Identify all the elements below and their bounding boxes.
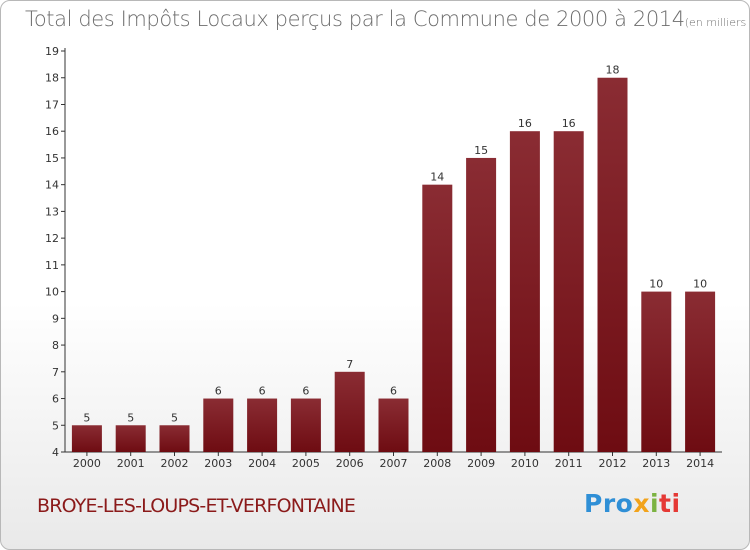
- x-tick-label: 2009: [467, 457, 495, 470]
- y-tick-label: 5: [52, 419, 59, 432]
- x-tick-label: 2013: [642, 457, 670, 470]
- y-tick-label: 6: [52, 393, 59, 406]
- y-tick-label: 8: [52, 339, 59, 352]
- bar-value-label: 6: [302, 385, 309, 398]
- y-tick-label: 7: [52, 366, 59, 379]
- x-tick-label: 2006: [336, 457, 364, 470]
- y-tick-label: 19: [45, 45, 59, 58]
- title-text: Total des Impôts Locaux perçus par la Co…: [25, 7, 685, 31]
- chart-title: Total des Impôts Locaux perçus par la Co…: [25, 7, 749, 31]
- bar-value-label: 5: [127, 411, 134, 424]
- bar-2012: [597, 77, 628, 452]
- bar-value-label: 18: [606, 64, 620, 77]
- logo-part-pro: Pro: [584, 489, 634, 518]
- x-tick-label: 2007: [380, 457, 408, 470]
- x-tick-label: 2014: [686, 457, 714, 470]
- bar-2013: [641, 291, 672, 452]
- bar-value-label: 10: [693, 278, 707, 291]
- y-tick-label: 9: [52, 312, 59, 325]
- bars: 5 5 5 6 6 6 7 6 14 15 16 16 18 10 10: [71, 64, 716, 452]
- bar-value-label: 14: [430, 171, 444, 184]
- bar-2009: [466, 157, 497, 452]
- y-tick-label: 10: [45, 286, 59, 299]
- bar-value-label: 10: [649, 278, 663, 291]
- bar-2005: [290, 398, 321, 452]
- bar-2014: [685, 291, 716, 452]
- x-tick-label: 2004: [248, 457, 276, 470]
- x-tick-label: 2005: [292, 457, 320, 470]
- bar-value-label: 6: [390, 385, 397, 398]
- x-tick-label: 2012: [599, 457, 627, 470]
- y-tick-label: 18: [45, 72, 59, 85]
- bar-2004: [247, 398, 278, 452]
- y-tick-label: 16: [45, 125, 59, 138]
- bar-2001: [115, 425, 146, 452]
- bar-value-label: 16: [562, 117, 576, 130]
- bar-value-label: 16: [518, 117, 532, 130]
- x-axis: 2000 2001 2002 2003 2004 2005 2006 2007 2008 2009…: [65, 451, 722, 470]
- x-tick-label: 2011: [555, 457, 583, 470]
- bar-value-label: 6: [215, 385, 222, 398]
- x-tick-label: 2002: [161, 457, 189, 470]
- commune-name: BROYE-LES-LOUPS-ET-VERFONTAINE: [37, 495, 356, 517]
- logo-part-ti: ti: [659, 489, 681, 518]
- y-tick-label: 13: [45, 205, 59, 218]
- bar-2003: [203, 398, 234, 452]
- x-tick-label: 2000: [73, 457, 101, 470]
- x-tick-label: 2008: [423, 457, 451, 470]
- title-subtitle: (en milliers d'€): [684, 16, 749, 29]
- y-tick-label: 17: [45, 98, 59, 111]
- x-tick-label: 2010: [511, 457, 539, 470]
- bar-2011: [553, 131, 584, 452]
- proxiti-logo[interactable]: Proxiti: [584, 489, 681, 518]
- bar-value-label: 5: [171, 411, 178, 424]
- bar-2010: [509, 131, 540, 452]
- x-tick-label: 2003: [204, 457, 232, 470]
- bar-value-label: 7: [346, 358, 353, 371]
- y-axis: 4 5 6 7 8 9 10 11 12 13 14 15 16 17 18 19: [45, 45, 66, 459]
- bar-2006: [334, 371, 365, 452]
- y-tick-label: 11: [45, 259, 59, 272]
- logo-part-x: x: [633, 489, 650, 518]
- y-tick-label: 4: [52, 446, 59, 459]
- bar-2002: [159, 425, 190, 452]
- logo-part-i: i: [649, 489, 660, 518]
- bar-2000: [71, 425, 102, 452]
- y-tick-label: 15: [45, 152, 59, 165]
- bar-value-label: 6: [259, 385, 266, 398]
- y-tick-label: 14: [45, 179, 59, 192]
- y-tick-label: 12: [45, 232, 59, 245]
- bar-value-label: 15: [474, 144, 488, 157]
- bar-2008: [422, 184, 453, 452]
- x-tick-label: 2001: [117, 457, 145, 470]
- bar-2007: [378, 398, 409, 452]
- bar-value-label: 5: [83, 411, 90, 424]
